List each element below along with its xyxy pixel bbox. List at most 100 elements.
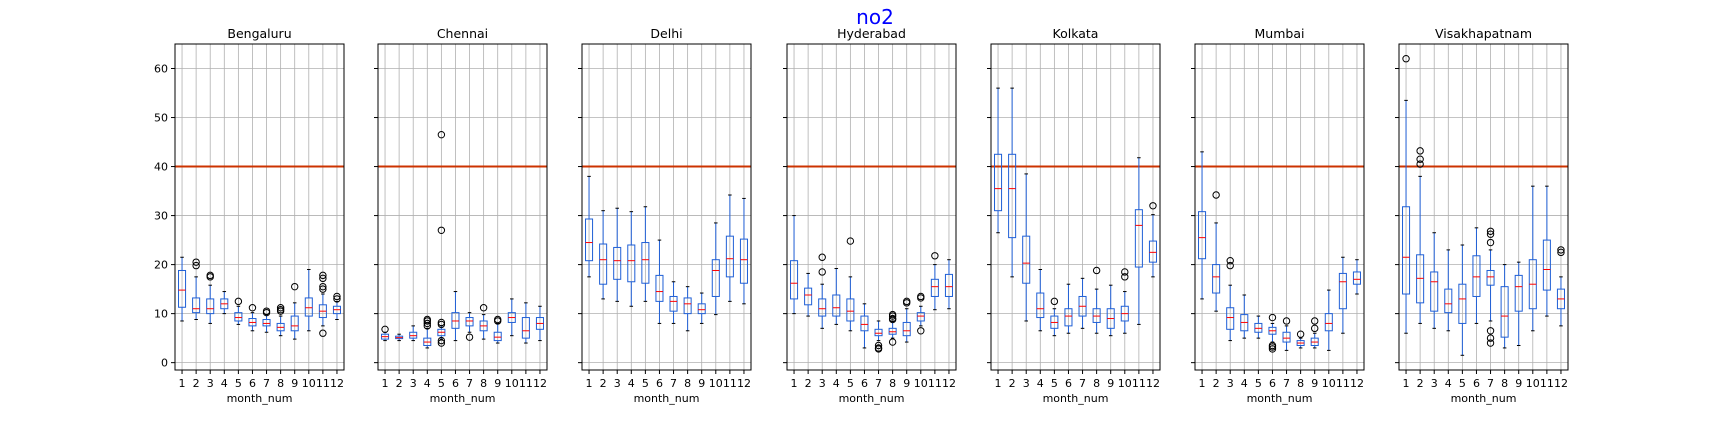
box-month-11 bbox=[521, 302, 530, 344]
box-month-10 bbox=[1324, 289, 1333, 351]
x-axis-label: month_num bbox=[1043, 392, 1109, 405]
x-tick-label: 12 bbox=[1350, 377, 1364, 390]
x-tick-label: 4 bbox=[1037, 377, 1044, 390]
box-month-6 bbox=[248, 304, 257, 332]
x-tick-label: 11 bbox=[723, 377, 737, 390]
box-month-6 bbox=[1268, 313, 1277, 353]
x-tick-label: 5 bbox=[438, 377, 445, 390]
x-tick-label: 5 bbox=[1051, 377, 1058, 390]
box-iqr bbox=[493, 331, 502, 342]
x-tick-label: 9 bbox=[291, 377, 298, 390]
box-month-2 bbox=[192, 258, 201, 321]
axes-frame bbox=[990, 43, 1161, 371]
x-tick-label: 1 bbox=[791, 377, 798, 390]
x-tick-label: 3 bbox=[410, 377, 417, 390]
box-iqr bbox=[1008, 153, 1017, 239]
flier-point bbox=[276, 304, 285, 312]
box-month-7 bbox=[1486, 227, 1495, 347]
flier-point bbox=[888, 338, 897, 346]
x-tick-label: 4 bbox=[1241, 377, 1248, 390]
box-month-3 bbox=[613, 207, 622, 302]
box-month-12 bbox=[1352, 259, 1361, 295]
y-tick-label: 30 bbox=[154, 210, 168, 223]
flier-point bbox=[1486, 227, 1495, 235]
box-iqr bbox=[683, 297, 692, 315]
flier-point bbox=[262, 308, 271, 317]
box-iqr bbox=[874, 328, 883, 337]
box-month-7 bbox=[465, 312, 474, 341]
flier-point bbox=[1296, 330, 1305, 338]
flier-point bbox=[319, 271, 327, 280]
flier-point bbox=[319, 282, 327, 291]
x-tick-label: 5 bbox=[235, 377, 242, 390]
y-tick-label: 50 bbox=[154, 112, 168, 125]
flier-point bbox=[1212, 191, 1220, 199]
x-tick-label: 10 bbox=[505, 377, 519, 390]
box-iqr bbox=[290, 315, 299, 332]
y-tick-label: 20 bbox=[154, 259, 168, 272]
box-iqr bbox=[1542, 239, 1551, 291]
flier-point bbox=[1268, 345, 1277, 353]
x-tick-label: 11 bbox=[316, 377, 330, 390]
box-month-3 bbox=[1022, 173, 1031, 322]
box-month-2 bbox=[599, 210, 608, 300]
box-month-5 bbox=[1254, 315, 1263, 339]
box-month-4 bbox=[1036, 269, 1045, 332]
box-iqr bbox=[192, 297, 201, 314]
x-axis-label: month_num bbox=[839, 392, 905, 405]
x-tick-label: 11 bbox=[1132, 377, 1146, 390]
x-tick-label: 3 bbox=[1023, 377, 1030, 390]
y-tick-label: 0 bbox=[161, 357, 168, 370]
box-iqr bbox=[697, 303, 706, 315]
x-tick-label: 12 bbox=[330, 377, 344, 390]
flier-point bbox=[494, 317, 502, 325]
x-tick-label: 10 bbox=[1526, 377, 1540, 390]
flier-point bbox=[917, 294, 925, 302]
x-axis-label: month_num bbox=[227, 392, 293, 405]
box-iqr bbox=[178, 269, 187, 308]
flier-point bbox=[1282, 317, 1291, 325]
x-tick-label: 12 bbox=[1554, 377, 1568, 390]
flier-point bbox=[1311, 317, 1319, 325]
box-iqr bbox=[1402, 206, 1411, 295]
x-tick-label: 4 bbox=[628, 377, 635, 390]
box-iqr bbox=[860, 315, 869, 332]
x-tick-label: 6 bbox=[1065, 377, 1072, 390]
x-tick-label: 7 bbox=[263, 377, 270, 390]
box-month-7 bbox=[262, 307, 271, 333]
box-month-9 bbox=[493, 315, 502, 344]
box-month-2 bbox=[804, 272, 813, 317]
flier-point bbox=[206, 273, 214, 281]
x-tick-label: 1 bbox=[382, 377, 389, 390]
box-month-10 bbox=[304, 269, 313, 332]
x-tick-label: 3 bbox=[819, 377, 826, 390]
box-month-12 bbox=[739, 197, 748, 305]
axes-frame bbox=[174, 43, 345, 371]
x-tick-label: 9 bbox=[1311, 377, 1318, 390]
box-iqr bbox=[818, 298, 827, 317]
axes-frame bbox=[377, 43, 548, 371]
box-iqr bbox=[1472, 255, 1481, 297]
x-tick-label: 7 bbox=[1487, 377, 1494, 390]
box-month-12 bbox=[1148, 202, 1157, 278]
box-month-1 bbox=[585, 175, 594, 278]
box-month-9 bbox=[1514, 261, 1523, 346]
flier-point bbox=[234, 297, 243, 306]
x-tick-label: 7 bbox=[466, 377, 473, 390]
box-iqr bbox=[465, 317, 474, 327]
box-month-3 bbox=[1226, 256, 1235, 342]
flier-point bbox=[818, 253, 826, 261]
x-tick-label: 6 bbox=[1473, 377, 1480, 390]
box-month-5 bbox=[846, 237, 855, 332]
flier-point bbox=[1557, 248, 1565, 257]
box-month-6 bbox=[1064, 283, 1073, 334]
box-month-8 bbox=[479, 304, 488, 340]
box-month-2 bbox=[1416, 147, 1425, 324]
box-month-10 bbox=[507, 298, 516, 337]
box-month-12 bbox=[332, 292, 341, 321]
flier-point bbox=[423, 322, 431, 330]
box-iqr bbox=[521, 317, 530, 339]
box-iqr bbox=[1352, 271, 1361, 285]
